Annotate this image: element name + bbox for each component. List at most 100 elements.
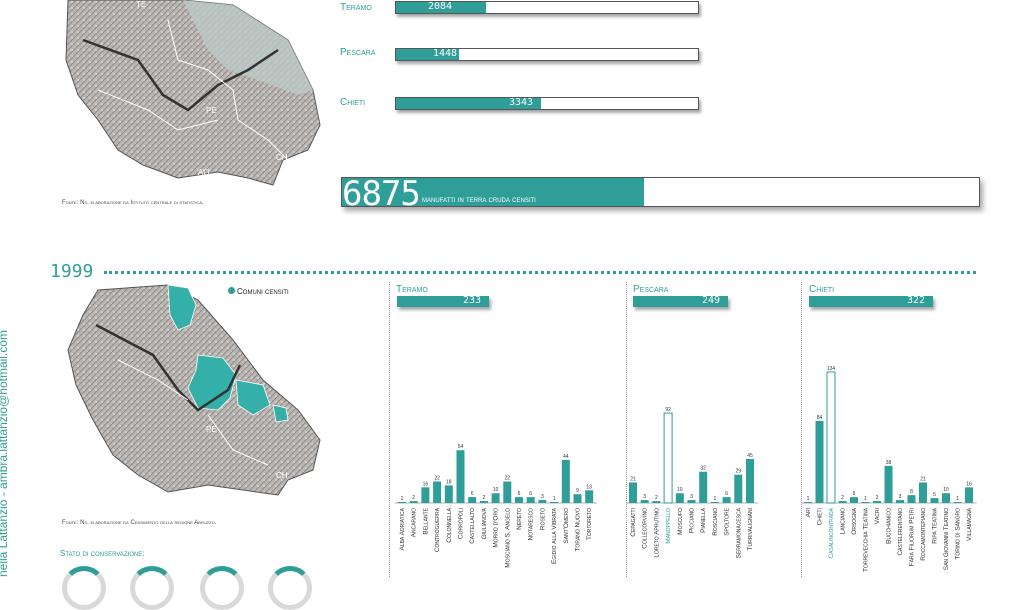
chieti-chart-title: Chieti [809, 284, 835, 295]
legend: Comuni censiti [228, 287, 289, 296]
category-label: Egidio alla Vibrata [551, 507, 558, 564]
category-label: Notaresco [528, 508, 535, 540]
bar [526, 497, 535, 503]
category-label: Controguerra [434, 507, 441, 552]
bar-value-label: 22 [434, 475, 440, 481]
bar-value-label: 3 [643, 494, 646, 500]
teramo-total-bar: 233 [397, 295, 489, 307]
bar [896, 500, 904, 503]
category-label: Ripa Teatina [932, 507, 939, 543]
category-label: Spoltore [724, 507, 731, 535]
bar-value-label: 2 [841, 495, 844, 501]
separator-3 [801, 282, 802, 577]
bar-value-label: 9 [576, 488, 579, 494]
category-label: Roccamontepiano [920, 508, 927, 561]
bar-value-label: 10 [493, 487, 499, 493]
category-label: Manoppello [665, 508, 672, 544]
bar-value-label: 5 [933, 492, 936, 498]
bar-value-label: 2 [876, 495, 879, 501]
bar-value-label: 54 [458, 444, 464, 450]
bar [573, 494, 582, 503]
pescara-label: Pescara [340, 47, 376, 58]
bar-value-label: 16 [966, 481, 972, 487]
bar [873, 501, 881, 503]
bar-value-label: 92 [665, 407, 671, 413]
teramo-total: 233 [462, 295, 481, 306]
bar-value-label: 84 [817, 415, 823, 421]
map-label-pe: PE [206, 106, 217, 115]
bar-value-label: 1 [714, 496, 717, 502]
category-label: Picciano [689, 508, 696, 533]
conservation-ring-3 [200, 566, 244, 610]
bar [561, 459, 570, 503]
chieti-total: 322 [906, 295, 925, 306]
category-label: Ancarano [411, 508, 418, 537]
category-label: Giulianova [481, 507, 488, 539]
author-credit: nella Lattanzio - ambra.lattanzio@hotmai… [0, 330, 10, 577]
category-label: Corropoli [458, 508, 465, 539]
category-label: Loreto Aprutino [653, 508, 660, 558]
bar [640, 500, 649, 503]
source-top: Fonte: Ns. elaborazione da Istituto cent… [62, 200, 204, 206]
separator-1 [389, 282, 390, 577]
map1999-label-pe: PE [206, 425, 217, 434]
conservation-ring-2 [130, 566, 174, 610]
category-label: Lanciano [840, 508, 847, 535]
bar-value-label: 38 [886, 460, 892, 466]
category-label: Casalincontrada [828, 507, 835, 558]
conservation-ring-4 [268, 566, 312, 610]
bar-value-label: 1 [553, 496, 556, 502]
bar [722, 497, 731, 503]
bar [468, 497, 477, 503]
teramo-label: Teramo [340, 2, 372, 13]
category-label: Collecorvino [642, 508, 649, 549]
map1999-label-ch: CH [276, 471, 288, 480]
category-label: Serramonacesca [735, 507, 742, 558]
bar-value-label: 2 [655, 495, 658, 501]
stato-conservazione-label: Stato di conservazione: [60, 549, 145, 558]
bar [398, 502, 406, 503]
bar [550, 502, 559, 503]
bar [734, 474, 743, 503]
source-1999: Fonte: Ns. elaborazione da Censimento de… [62, 520, 217, 526]
bar-value-label: 3 [899, 494, 902, 500]
bar-value-label: 3 [690, 494, 693, 500]
bar-value-label: 10 [677, 487, 683, 493]
bar-value-label: 1 [401, 496, 404, 502]
bar [503, 481, 512, 503]
map-label-aq: AQ [198, 168, 210, 177]
total-bar: 6875 manufatti in terra cruda censiti [341, 174, 980, 214]
total-caption: manufatti in terra cruda censiti [422, 195, 536, 204]
bar-value-label: 18 [446, 479, 452, 485]
bar-value-label: 10 [943, 487, 949, 493]
bar-value-label: 1 [864, 496, 867, 502]
category-label: Pianella [700, 507, 707, 533]
category-label: Torrevecchia Teatina [863, 507, 870, 572]
category-label: Fara Filiorum Petri [909, 508, 916, 566]
top-map: PE AQ CH TE [65, 0, 321, 186]
bar [850, 497, 858, 503]
bar [815, 420, 824, 503]
category-label: Colonnella [446, 507, 453, 542]
category-label: Torino di Sangro [955, 508, 962, 560]
chieti-value: 3343 [509, 97, 534, 108]
chieti-label: Chieti [340, 97, 366, 108]
bar-value-label: 32 [700, 466, 706, 472]
teramo-value: 2084 [428, 1, 453, 12]
category-label: Sant'Omero [563, 508, 570, 544]
bar-value-label: 1 [956, 496, 959, 502]
category-label: Mosciano S. Angelo [504, 508, 511, 568]
bar [675, 493, 684, 503]
category-label: Bucchianico [886, 508, 893, 544]
bar [515, 497, 523, 503]
pescara-total-bar: 249 [633, 295, 728, 307]
year-1999: 1999 [50, 261, 94, 282]
bar-value-label: 1 [807, 496, 810, 502]
category-label: Rosciano [712, 508, 719, 536]
bar [585, 490, 594, 503]
bar-value-label: 44 [563, 454, 569, 460]
bar-value-label: 6 [725, 491, 728, 497]
bar [421, 487, 430, 503]
bar [907, 495, 916, 503]
